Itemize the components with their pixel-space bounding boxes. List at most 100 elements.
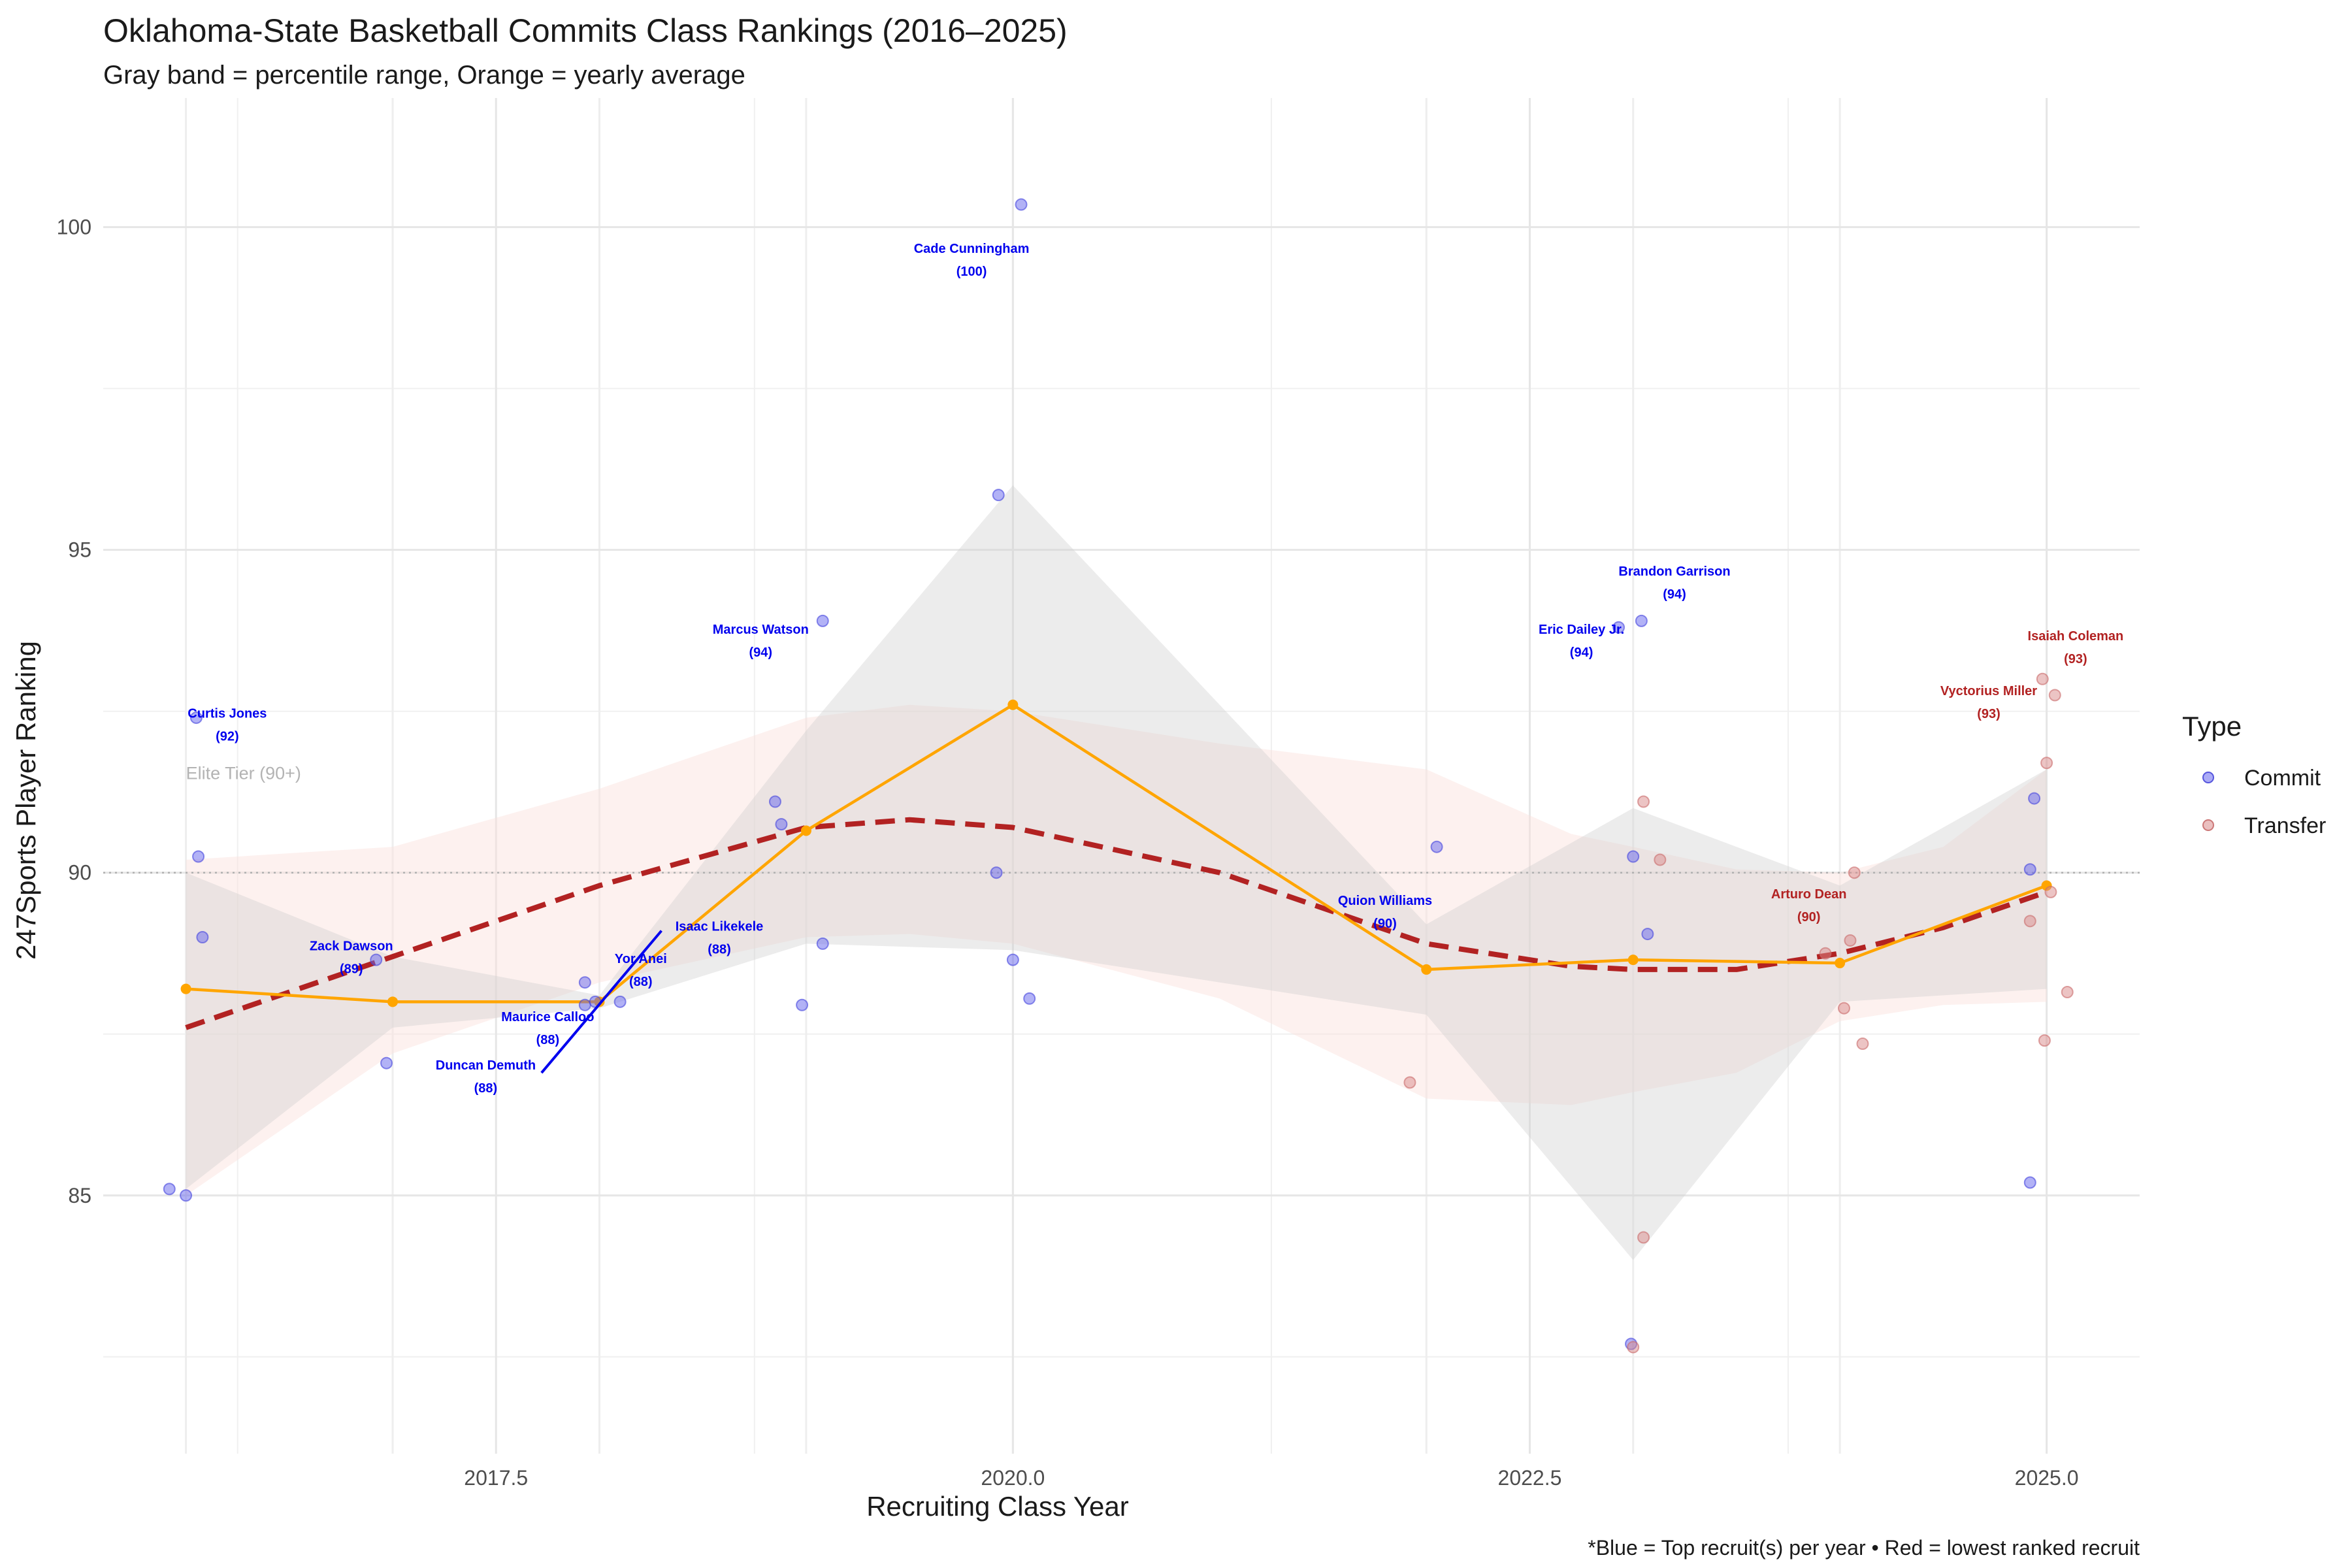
commit-point — [1430, 840, 1443, 853]
annotation-rating: (88) — [708, 943, 731, 957]
commit-point — [578, 998, 591, 1011]
annotation-name: Quion Williams — [1338, 894, 1432, 908]
annotation-rating: (93) — [2064, 652, 2087, 666]
legend-key-commit — [2202, 772, 2214, 783]
yearly-average-point — [1421, 964, 1432, 975]
commit-point — [816, 937, 829, 950]
commit-point — [163, 1183, 176, 1196]
yearly-average-point — [800, 825, 811, 836]
reference-line-label: Elite Tier (90+) — [186, 763, 301, 783]
annotation-rating: (88) — [536, 1033, 560, 1047]
commit-point — [1006, 953, 1019, 966]
player-annotations: Curtis Jones (92) Zack Dawson (89) Duncan De… — [188, 242, 2123, 1096]
chart-subtitle: Gray band = percentile range, Orange = y… — [103, 61, 745, 90]
annotation-rating: (100) — [956, 265, 987, 279]
commit-point — [380, 1056, 393, 1070]
y-tick-label: 85 — [68, 1184, 91, 1207]
transfer-point — [1637, 1231, 1650, 1244]
x-axis-ticks: 2017.5 2020.0 2022.5 2025.0 — [464, 1466, 2078, 1490]
commit-point — [1015, 198, 1028, 211]
annotation-name: Brandon Garrison — [1618, 564, 1730, 579]
commit-point — [1612, 621, 1625, 634]
y-axis-title: 247Sports Player Ranking — [10, 641, 41, 960]
annotation-name: Isaiah Coleman — [2028, 629, 2124, 644]
transfer-point — [1627, 1341, 1640, 1354]
commit-point — [2028, 792, 2041, 805]
legend-label-commit: Commit — [2244, 766, 2321, 791]
transfer-point — [1848, 866, 1861, 879]
annotation-leader-line — [540, 930, 662, 1074]
annotation-name: Vyctorius Miller — [1940, 684, 2037, 698]
legend-label-transfer: Transfer — [2244, 813, 2326, 838]
commit-point — [613, 995, 627, 1008]
annotation-rating: (90) — [1373, 917, 1397, 931]
commit-point — [1641, 928, 1654, 941]
commit-point — [1635, 614, 1648, 627]
y-tick-label: 100 — [57, 216, 91, 239]
yearly-average-point — [1007, 699, 1019, 710]
x-tick-label: 2017.5 — [464, 1466, 528, 1490]
annotation-name: Marcus Watson — [713, 623, 809, 637]
transfer-point — [2044, 885, 2057, 898]
commit-point — [816, 614, 829, 627]
x-tick-label: 2025.0 — [2015, 1466, 2079, 1490]
annotation-name: Arturo Dean — [1771, 887, 1847, 902]
annotation-rating: (90) — [1797, 910, 1821, 924]
commit-point — [1627, 850, 1640, 863]
legend: Type Commit Transfer — [2182, 711, 2326, 838]
annotation-name: Duncan Demuth — [436, 1058, 536, 1073]
commit-point — [2023, 1176, 2036, 1189]
commit-point — [2023, 863, 2036, 876]
transfer-point — [2038, 1034, 2051, 1047]
legend-key-transfer — [2202, 819, 2214, 831]
commit-point — [768, 795, 781, 808]
transfer-point — [1637, 795, 1650, 808]
annotation-rating: (94) — [1663, 587, 1686, 602]
annotation-name: Isaac Likekele — [676, 920, 764, 934]
commit-point — [180, 1189, 193, 1202]
annotation-rating: (88) — [474, 1081, 498, 1096]
commit-point — [192, 850, 205, 863]
yearly-average-point — [1627, 955, 1639, 966]
plot-area: Elite Tier (90+) Curtis Jones (92) Zack Da… — [103, 98, 2140, 1454]
annotation-name: Curtis Jones — [188, 707, 267, 721]
commit-point — [796, 998, 809, 1011]
annotation-name: Cade Cunningham — [914, 242, 1030, 256]
data-points — [163, 198, 2074, 1354]
yearly-average-point — [387, 996, 399, 1007]
commit-point — [990, 866, 1003, 879]
transfer-point — [2048, 689, 2061, 702]
transfer-point — [2061, 986, 2074, 999]
commit-point — [196, 931, 209, 944]
y-axis-ticks: 85 90 95 100 — [57, 216, 91, 1207]
legend-title: Type — [2182, 711, 2242, 742]
elite-tier-reference: Elite Tier (90+) — [103, 763, 2140, 874]
commit-point — [578, 976, 591, 989]
smooth-confidence-band — [186, 704, 2047, 1196]
annotation-rating: (88) — [629, 975, 653, 989]
x-axis-title: Recruiting Class Year — [866, 1491, 1129, 1522]
transfer-point — [1819, 947, 1832, 960]
annotation-name: Maurice Calloo — [501, 1010, 594, 1024]
transfer-point — [2040, 757, 2053, 770]
transfer-point — [2023, 915, 2036, 928]
chart-title: Oklahoma-State Basketball Commits Class … — [103, 12, 1068, 49]
annotation-rating: (94) — [749, 645, 773, 660]
transfer-point — [2036, 672, 2049, 685]
yearly-average-point — [1835, 958, 1846, 969]
transfer-point — [1403, 1076, 1416, 1089]
x-tick-label: 2022.5 — [1498, 1466, 1562, 1490]
annotation-name: Yor Anei — [615, 952, 667, 966]
yearly-average-point — [180, 983, 191, 994]
y-tick-label: 90 — [68, 861, 91, 885]
annotation-rating: (92) — [216, 730, 239, 744]
commit-point — [775, 818, 788, 831]
annotation-rating: (89) — [340, 962, 363, 976]
annotation-rating: (94) — [1570, 645, 1593, 660]
annotation-rating: (93) — [1977, 707, 2001, 721]
chart-caption: *Blue = Top recruit(s) per year • Red = … — [1588, 1536, 2140, 1560]
y-tick-label: 95 — [68, 538, 91, 562]
annotation-name: Zack Dawson — [310, 939, 393, 953]
transfer-point — [1654, 853, 1667, 866]
major-gridlines — [103, 98, 2140, 1454]
